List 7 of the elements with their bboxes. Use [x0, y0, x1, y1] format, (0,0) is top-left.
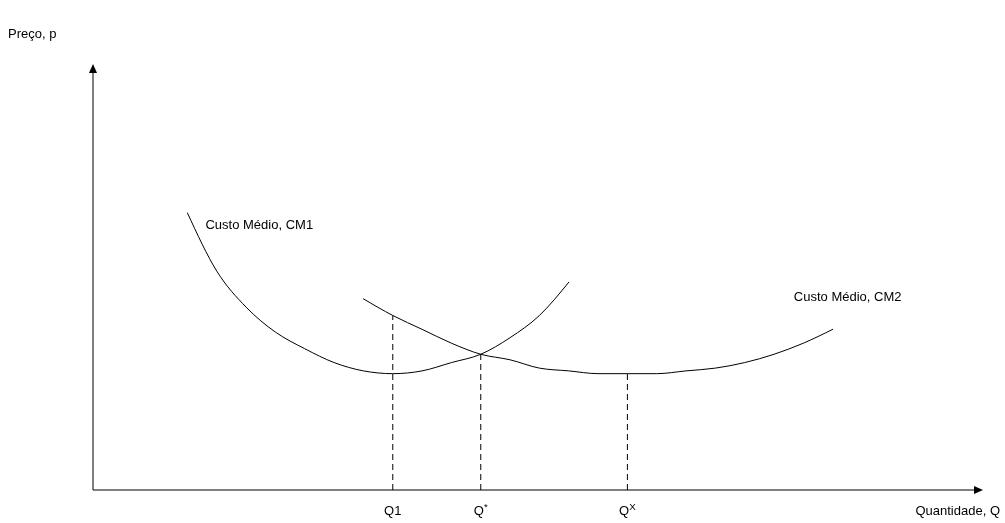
x-axis-title: Quantidade, Q: [915, 503, 1000, 518]
x-tick-label: Q1: [384, 503, 402, 518]
series-label: Custo Médio, CM1: [205, 217, 314, 232]
text: Custo Médio, CM2: [793, 289, 902, 305]
x-tick-label: Q$^{X}$: [619, 500, 637, 518]
x-tick-label: Q$^{*}$: [473, 500, 488, 518]
text: Preço, p: [8, 26, 57, 41]
